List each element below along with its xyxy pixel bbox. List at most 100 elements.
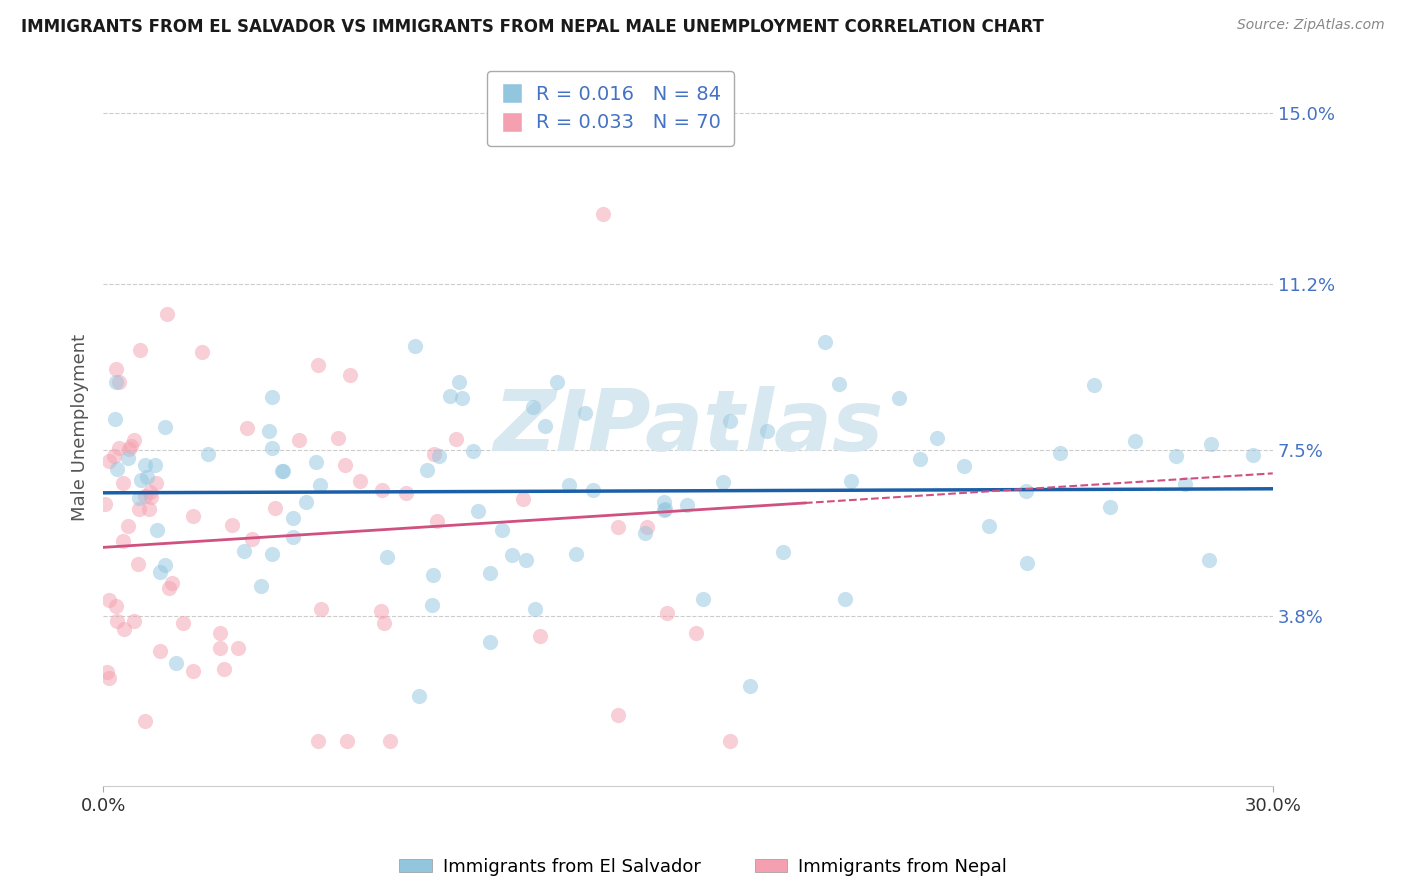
Point [281, 530, 304, 544]
Point [97, 671, 120, 685]
Point [191, 345, 214, 359]
Point [118, 442, 141, 456]
Point [103, 450, 125, 464]
Point [523, 602, 546, 616]
Point [655, 606, 678, 620]
Point [415, 463, 437, 477]
Point [378, 734, 401, 748]
Point [143, 458, 166, 473]
Point [772, 545, 794, 559]
Point [333, 458, 356, 472]
Legend: R = 0.016   N = 84, R = 0.033   N = 70: R = 0.016 N = 84, R = 0.033 N = 70 [486, 71, 734, 146]
Point [307, 358, 329, 372]
Point [307, 734, 329, 748]
Point [467, 504, 489, 518]
Point [112, 476, 135, 491]
Point [370, 483, 392, 497]
Point [288, 434, 311, 448]
Point [339, 368, 361, 383]
Point [155, 420, 177, 434]
Point [370, 604, 392, 618]
Point [426, 514, 449, 528]
Point [221, 518, 243, 533]
Point [908, 451, 931, 466]
Point [156, 307, 179, 321]
Y-axis label: Male Unemployment: Male Unemployment [72, 334, 89, 521]
Point [165, 656, 187, 670]
Point [308, 477, 330, 491]
Point [444, 432, 467, 446]
Text: Source: ZipAtlas.com: Source: ZipAtlas.com [1237, 18, 1385, 32]
Point [209, 640, 232, 655]
Point [283, 511, 305, 525]
Point [103, 412, 125, 426]
Point [117, 519, 139, 533]
Point [107, 614, 129, 628]
Point [887, 392, 910, 406]
Point [122, 434, 145, 448]
Point [260, 441, 283, 455]
Point [592, 206, 614, 220]
Point [408, 690, 430, 704]
Point [828, 377, 851, 392]
Point [558, 478, 581, 492]
Text: ZIPatlas: ZIPatlas [494, 386, 883, 469]
Point [1015, 556, 1038, 570]
Point [262, 390, 284, 404]
Point [129, 343, 152, 358]
Point [149, 566, 172, 580]
Point [422, 568, 444, 582]
Point [138, 502, 160, 516]
Point [349, 474, 371, 488]
Point [420, 598, 443, 612]
Point [404, 339, 426, 353]
Point [97, 454, 120, 468]
Point [146, 523, 169, 537]
Point [112, 622, 135, 636]
Point [814, 334, 837, 349]
Point [139, 484, 162, 499]
Point [233, 544, 256, 558]
Point [636, 520, 658, 534]
Point [427, 449, 450, 463]
Point [96, 665, 118, 679]
Point [1241, 448, 1264, 462]
Point [634, 525, 657, 540]
Point [157, 581, 180, 595]
Point [112, 534, 135, 549]
Point [1164, 449, 1187, 463]
Point [1125, 434, 1147, 449]
Point [529, 629, 551, 643]
Point [181, 664, 204, 678]
Point [295, 494, 318, 508]
Text: IMMIGRANTS FROM EL SALVADOR VS IMMIGRANTS FROM NEPAL MALE UNEMPLOYMENT CORRELATI: IMMIGRANTS FROM EL SALVADOR VS IMMIGRANT… [21, 18, 1045, 36]
Point [127, 557, 149, 571]
Point [1049, 446, 1071, 460]
Point [1099, 500, 1122, 514]
Point [136, 470, 159, 484]
Point [373, 616, 395, 631]
Point [181, 509, 204, 524]
Point [711, 475, 734, 490]
Point [478, 634, 501, 648]
Legend: Immigrants from El Salvador, Immigrants from Nepal: Immigrants from El Salvador, Immigrants … [392, 851, 1014, 883]
Point [208, 625, 231, 640]
Point [491, 523, 513, 537]
Point [134, 489, 156, 503]
Point [607, 707, 630, 722]
Point [149, 644, 172, 658]
Point [1083, 378, 1105, 392]
Point [122, 614, 145, 628]
Point [160, 575, 183, 590]
Point [197, 447, 219, 461]
Point [250, 579, 273, 593]
Point [262, 548, 284, 562]
Point [606, 520, 628, 534]
Point [107, 462, 129, 476]
Point [228, 640, 250, 655]
Point [451, 391, 474, 405]
Point [574, 406, 596, 420]
Point [692, 591, 714, 606]
Point [1015, 484, 1038, 499]
Point [581, 483, 603, 498]
